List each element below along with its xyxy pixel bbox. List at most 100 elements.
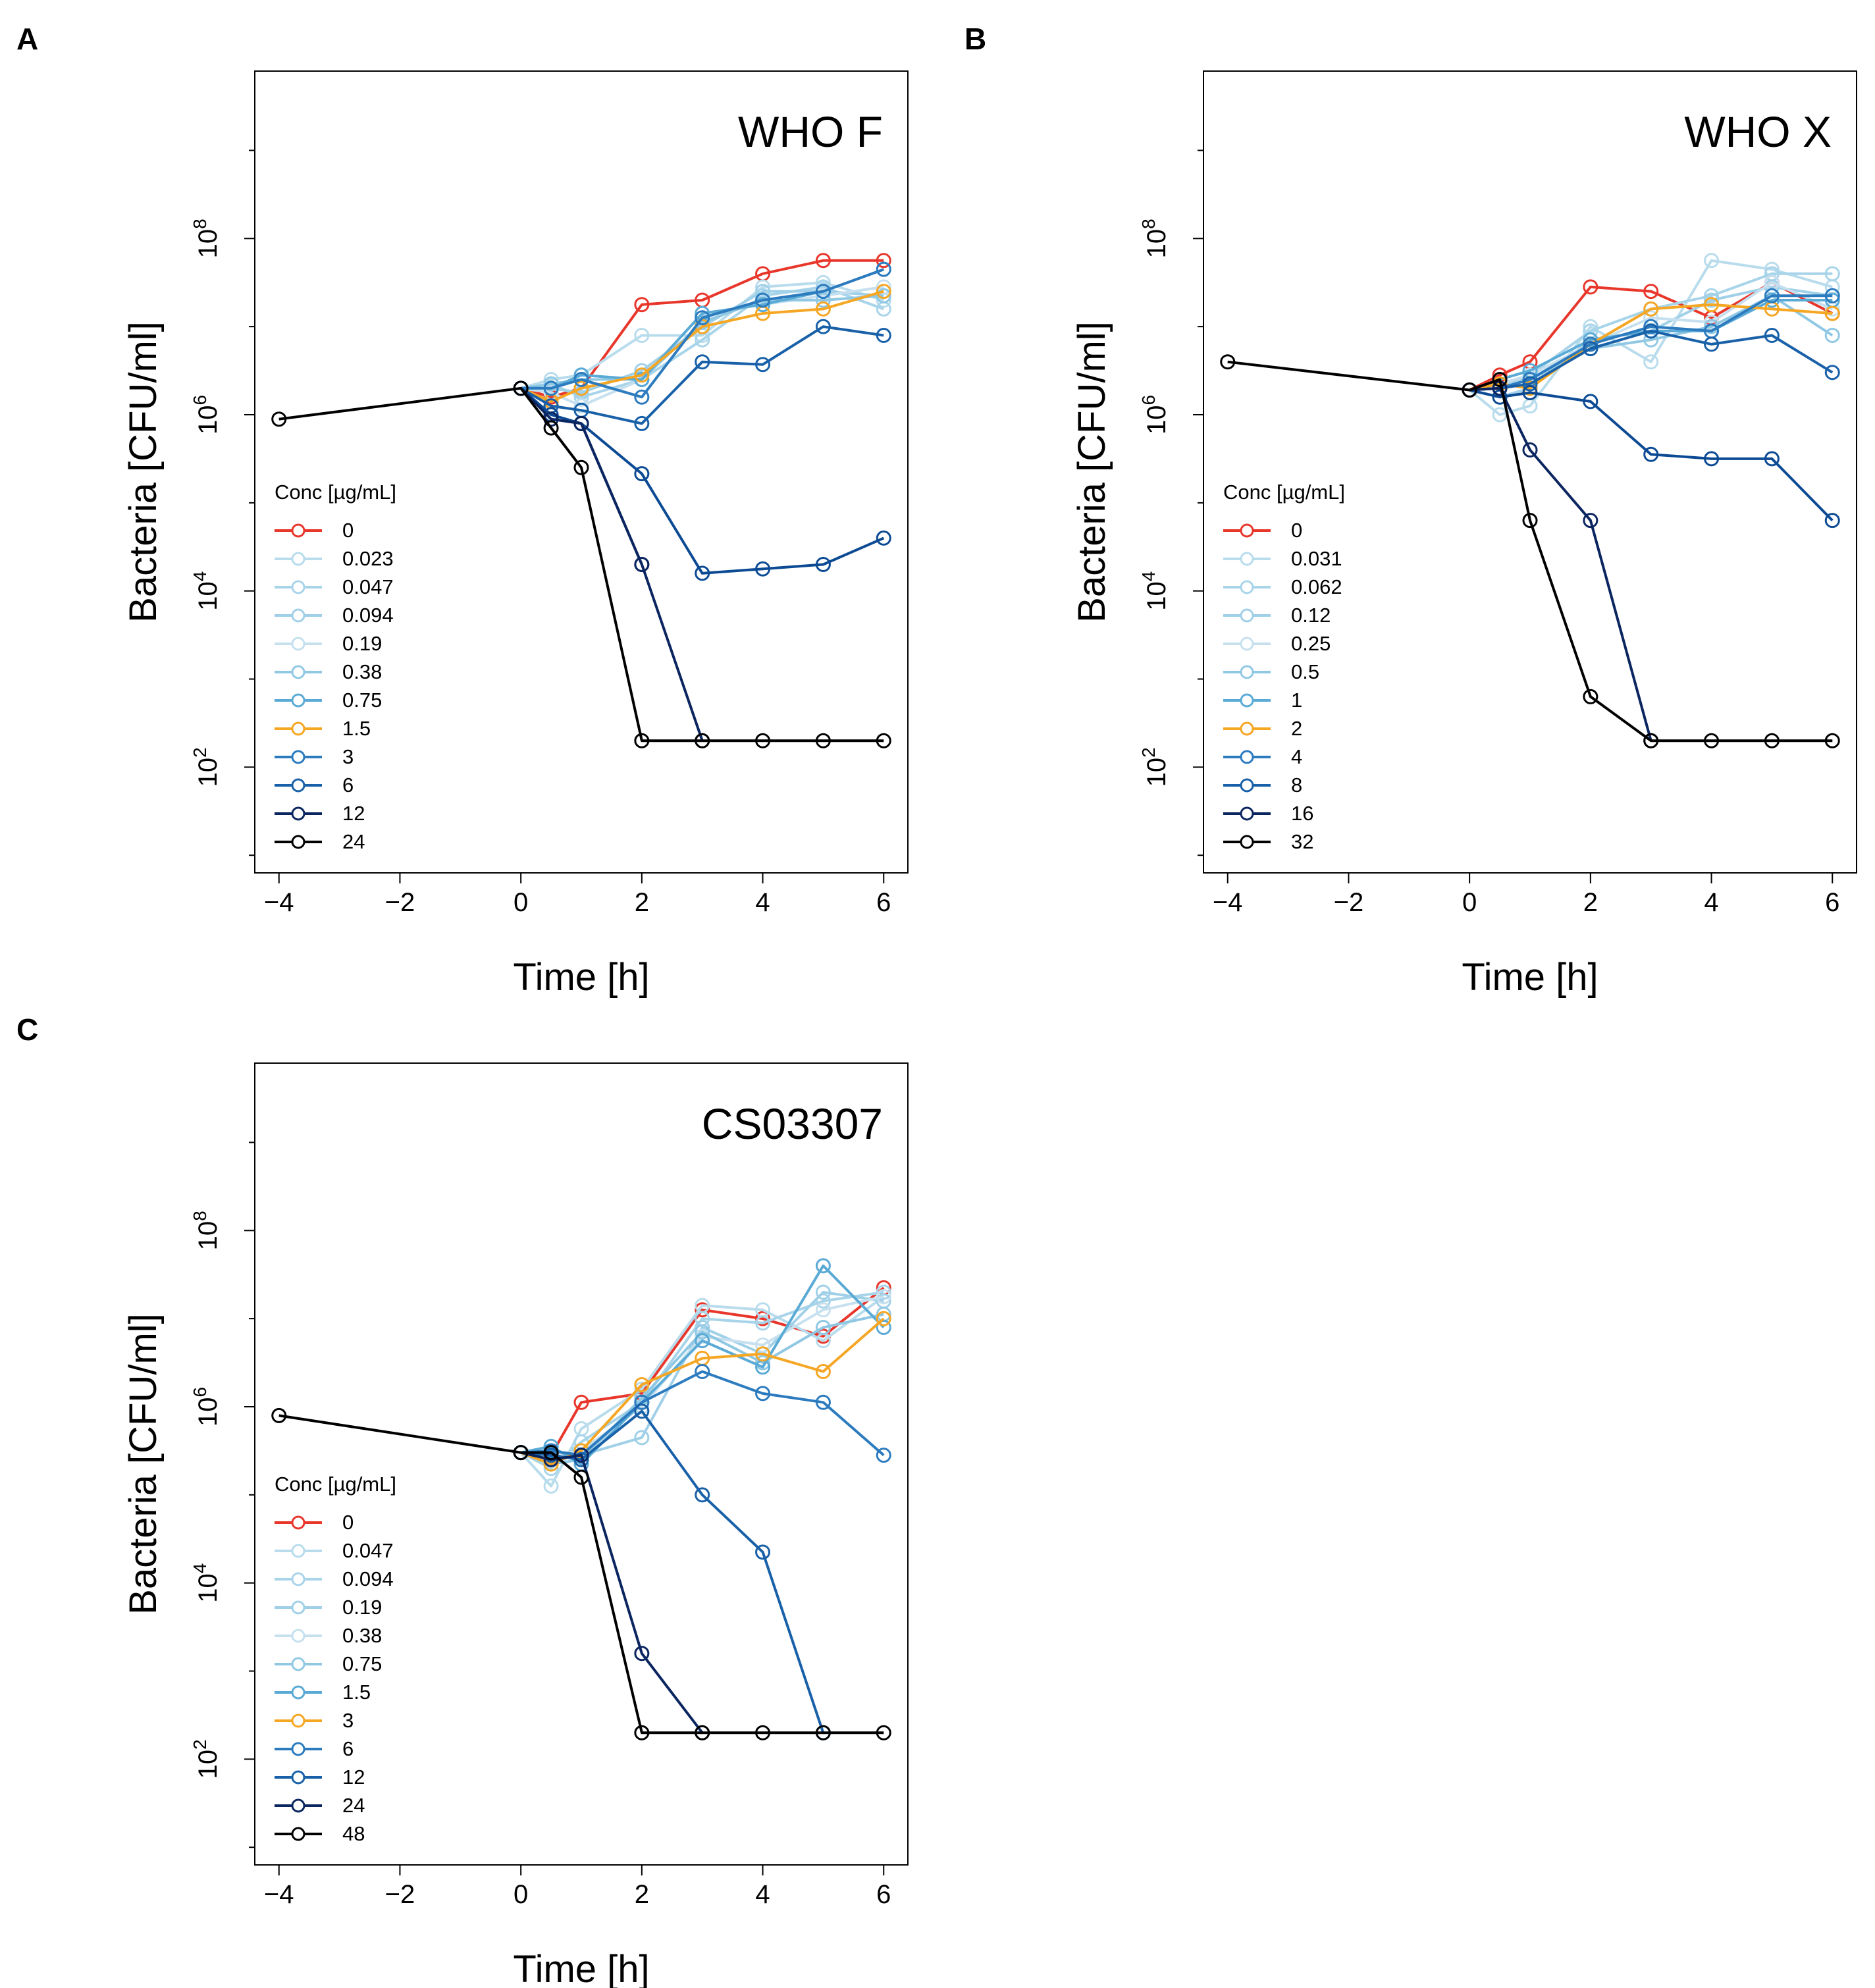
legend-marker xyxy=(291,1572,305,1586)
y-tick-label: 106 xyxy=(1138,395,1171,434)
data-point xyxy=(271,411,287,427)
data-point xyxy=(1643,733,1659,748)
data-point xyxy=(695,1297,710,1313)
data-point xyxy=(876,284,891,300)
panel-title: WHO F xyxy=(738,107,883,156)
series-24 xyxy=(513,380,710,748)
data-point xyxy=(755,292,771,308)
data-point xyxy=(543,420,559,436)
series-line xyxy=(580,423,643,565)
data-point xyxy=(876,1311,891,1326)
data-point xyxy=(1704,288,1720,303)
data-point xyxy=(876,301,891,317)
x-tick-label: 4 xyxy=(755,1880,770,1909)
y-tick-label: 108 xyxy=(190,219,223,258)
data-point xyxy=(876,1284,891,1300)
series-line xyxy=(520,325,884,425)
x-tick-label: 0 xyxy=(514,1880,528,1909)
x-tick-label: 6 xyxy=(876,888,891,917)
data-point xyxy=(876,279,891,295)
data-point xyxy=(1704,297,1720,313)
x-tick-label: −2 xyxy=(385,888,415,917)
data-point xyxy=(1462,382,1477,398)
legend-label: 32 xyxy=(1291,830,1313,853)
x-tick-label: 2 xyxy=(635,1880,649,1909)
data-point xyxy=(543,1478,559,1494)
data-point xyxy=(1583,394,1598,409)
legend-marker xyxy=(291,665,305,679)
legend-marker xyxy=(1240,665,1254,679)
data-point xyxy=(634,733,650,748)
data-point xyxy=(695,354,710,370)
data-point xyxy=(755,1346,771,1362)
legend-marker xyxy=(291,1742,305,1756)
legend-label: 12 xyxy=(342,1766,365,1789)
data-point xyxy=(634,1430,650,1446)
data-point xyxy=(513,380,529,396)
legend-label: 6 xyxy=(342,773,354,797)
series-24 xyxy=(513,1445,710,1740)
panel-label: C xyxy=(16,1012,38,1047)
y-tick-label: 104 xyxy=(1138,571,1171,611)
data-point xyxy=(634,557,650,573)
x-tick-label: −4 xyxy=(1213,888,1243,917)
legend-label: 6 xyxy=(342,1737,354,1760)
legend-label: 0 xyxy=(342,1511,354,1534)
data-point xyxy=(876,530,891,546)
data-point xyxy=(695,1350,710,1366)
legend-label: 48 xyxy=(342,1822,365,1845)
data-point xyxy=(1764,275,1780,290)
data-point xyxy=(755,297,771,313)
data-point xyxy=(755,1544,771,1560)
data-point xyxy=(1824,365,1840,380)
data-point xyxy=(1522,442,1538,458)
data-point xyxy=(1824,733,1840,748)
data-point xyxy=(1583,279,1598,295)
data-point xyxy=(1824,305,1840,321)
plot-frame xyxy=(254,70,909,874)
series-line xyxy=(521,268,884,399)
legend-label: 0 xyxy=(1291,519,1302,542)
data-point xyxy=(815,1284,831,1300)
y-axis-title: Bacteria [CFU/ml] xyxy=(122,1313,165,1615)
data-point xyxy=(695,310,710,326)
x-axis-title: Time [h] xyxy=(513,1948,649,1988)
data-point xyxy=(634,1403,650,1419)
x-axis-title: Time [h] xyxy=(1462,956,1598,999)
data-point xyxy=(634,1646,650,1661)
legend-label: 8 xyxy=(1291,773,1302,797)
x-tick-label: −4 xyxy=(264,888,294,917)
legend-marker xyxy=(291,1515,305,1530)
data-point xyxy=(695,565,710,581)
legend-marker xyxy=(291,1600,305,1615)
data-point xyxy=(543,380,559,396)
data-point xyxy=(634,1377,650,1393)
legend-label: 16 xyxy=(1291,802,1313,825)
data-point xyxy=(513,1445,529,1461)
data-point xyxy=(1764,451,1780,467)
series-line xyxy=(519,387,704,741)
data-point xyxy=(1643,319,1659,334)
series-24 xyxy=(271,380,891,748)
y-tick-label: 102 xyxy=(190,1739,223,1779)
data-point xyxy=(573,1452,589,1467)
data-point xyxy=(1824,266,1840,282)
y-tick-label: 106 xyxy=(190,1387,223,1426)
data-point xyxy=(634,328,650,344)
x-tick-label: 2 xyxy=(1583,888,1598,917)
legend-marker xyxy=(1240,750,1254,764)
data-point xyxy=(755,1355,771,1371)
legend-title: Conc [µg/mL] xyxy=(275,481,396,504)
data-point xyxy=(1704,733,1720,748)
data-point xyxy=(573,380,589,396)
data-point xyxy=(573,1469,589,1485)
data-point xyxy=(876,1448,891,1463)
data-point xyxy=(876,288,891,303)
x-tick-label: 2 xyxy=(635,888,649,917)
data-point xyxy=(1522,385,1538,401)
legend-label: 0.047 xyxy=(342,575,394,598)
series-line xyxy=(519,387,885,575)
legend-marker xyxy=(291,608,305,623)
